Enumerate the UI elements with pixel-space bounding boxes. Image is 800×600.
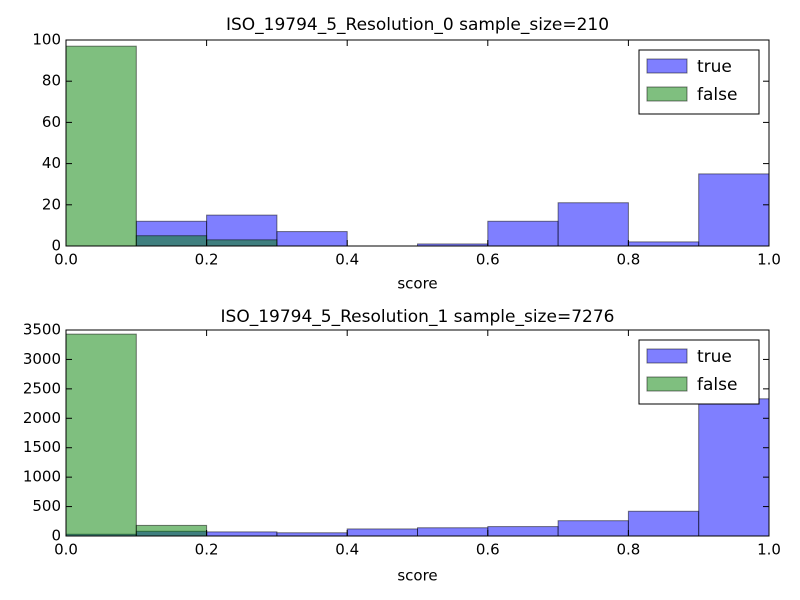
y-tick-label: 3500	[23, 321, 61, 339]
x-tick-label: 0.6	[476, 541, 500, 559]
bar	[557, 520, 629, 537]
bar	[276, 231, 348, 247]
legend-label: false	[697, 85, 737, 105]
bar	[698, 398, 770, 537]
x-tick-label: 0.8	[616, 251, 640, 269]
bar	[627, 241, 700, 247]
bar	[206, 531, 278, 537]
x-axis-label: score	[397, 567, 437, 585]
x-tick-label: 0.4	[335, 251, 359, 269]
y-tick-label: 1000	[23, 468, 61, 486]
bar	[135, 524, 208, 537]
bar	[206, 239, 278, 247]
bar	[417, 527, 489, 537]
bar	[65, 333, 137, 537]
y-tick-label: 2500	[23, 379, 61, 397]
legend-label: true	[697, 347, 732, 367]
y-tick-label: 0	[51, 527, 61, 545]
y-tick-label: 2000	[23, 409, 61, 427]
x-tick-label: 1.0	[757, 251, 781, 269]
bar	[557, 202, 629, 247]
y-tick-label: 60	[42, 113, 61, 131]
chart-title: ISO_19794_5_Resolution_0 sample_size=210	[226, 15, 609, 35]
legend-label: false	[697, 375, 737, 395]
y-tick-label: 100	[32, 31, 61, 49]
x-tick-label: 1.0	[757, 541, 781, 559]
x-tick-label: 0.8	[616, 541, 640, 559]
bar	[487, 526, 559, 537]
y-tick-label: 80	[42, 72, 61, 90]
legend-swatch	[646, 376, 688, 392]
legend-swatch	[646, 348, 688, 364]
bar	[487, 220, 559, 247]
x-tick-label: 0.4	[335, 541, 359, 559]
y-tick-label: 20	[42, 195, 61, 213]
y-tick-label: 500	[32, 497, 61, 515]
x-tick-label: 0.0	[54, 251, 78, 269]
x-tick-label: 0.2	[195, 541, 219, 559]
legend-swatch	[646, 58, 688, 74]
chart-title: ISO_19794_5_Resolution_1 sample_size=727…	[221, 307, 615, 327]
bar	[698, 173, 770, 247]
x-tick-label: 0.6	[476, 251, 500, 269]
y-tick-label: 40	[42, 154, 61, 172]
legend-swatch	[646, 86, 688, 102]
bar	[346, 528, 419, 537]
y-tick-label: 3000	[23, 350, 61, 368]
x-axis-label: score	[397, 275, 437, 293]
x-tick-label: 0.0	[54, 541, 78, 559]
bar	[65, 45, 137, 247]
y-tick-label: 1500	[23, 438, 61, 456]
y-tick-label: 0	[51, 237, 61, 255]
x-tick-label: 0.2	[195, 251, 219, 269]
bar	[135, 235, 208, 247]
plot-frame	[65, 329, 770, 537]
bar	[627, 510, 700, 537]
plot-frame	[65, 39, 770, 247]
legend-label: true	[697, 57, 732, 77]
